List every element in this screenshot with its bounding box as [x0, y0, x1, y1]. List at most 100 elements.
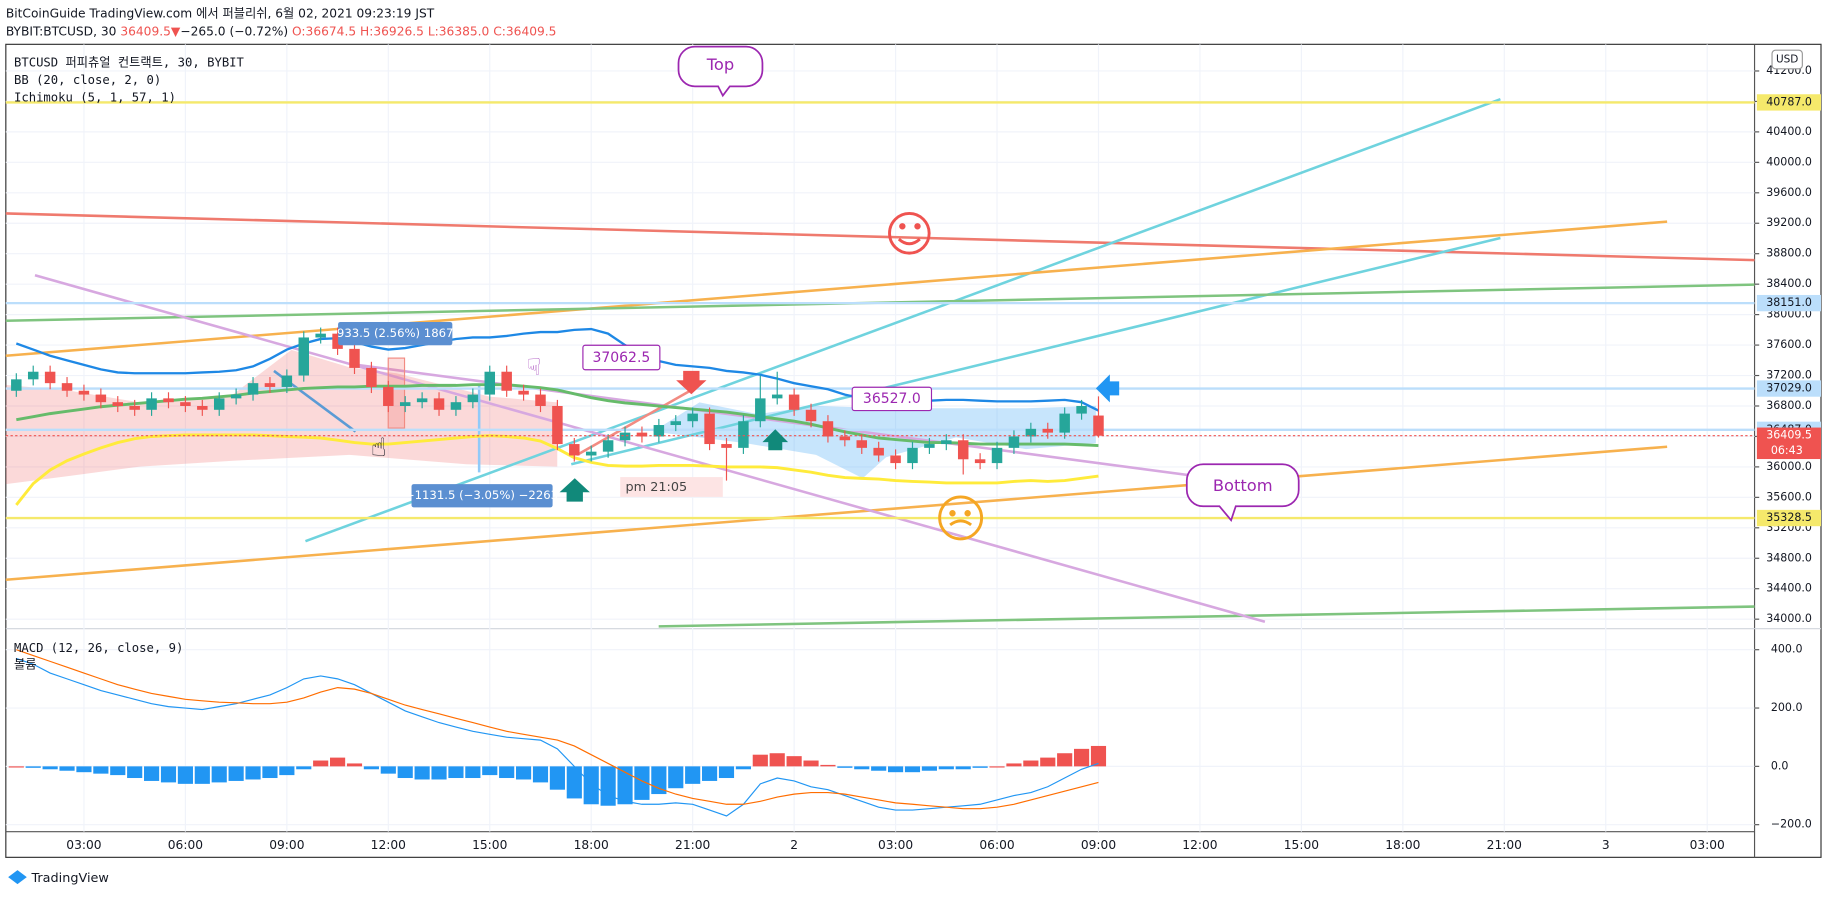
macd-histogram-bar — [262, 766, 278, 779]
x-tick-label: 18:00 — [574, 838, 609, 852]
candle-body — [213, 398, 225, 410]
y-tick-label: 39200.0 — [1766, 216, 1812, 229]
candle-body — [856, 440, 868, 448]
macd-histogram-bar — [76, 766, 92, 773]
candle-body — [518, 390, 529, 395]
arrow-left — [1095, 374, 1120, 403]
price-label: 40787.0 — [1766, 95, 1812, 108]
price-label: 38151.0 — [1766, 296, 1812, 309]
macd-histogram-bar — [617, 766, 633, 805]
y-tick-label: 37600.0 — [1766, 338, 1812, 351]
macd-histogram-bar — [465, 766, 481, 779]
candle-body — [44, 371, 56, 384]
candle-body — [349, 348, 360, 368]
macd-histogram-bar — [989, 766, 1005, 768]
candle-body — [197, 405, 208, 410]
candle-body — [27, 371, 39, 380]
candle-body — [670, 421, 682, 426]
macd-histogram-bar — [1040, 757, 1056, 767]
open: O:36674.5 — [292, 24, 356, 38]
candle-body — [1093, 415, 1104, 436]
cloud-bear — [5, 349, 558, 485]
macd-title: MACD (12, 26, close, 9) — [14, 641, 183, 655]
macd-histogram-bar — [1090, 745, 1107, 767]
candle-body — [873, 447, 884, 456]
macd-histogram-bar — [668, 766, 684, 789]
x-tick-label: 03:00 — [1690, 838, 1725, 852]
x-tick-label: 12:00 — [371, 838, 406, 852]
x-tick-label: 06:00 — [979, 838, 1014, 852]
candle-body — [264, 383, 276, 387]
trend-line — [5, 220, 1668, 358]
measure-label: 933.5 (2.56%) 1867 — [337, 326, 454, 340]
candle-body — [399, 402, 411, 406]
arrow-up — [762, 429, 789, 451]
candle-body — [433, 398, 445, 410]
macd-histogram-bar — [904, 766, 921, 773]
macd-histogram-bar — [397, 766, 413, 779]
price-label: 35328.5 — [1766, 511, 1812, 524]
trend-line — [658, 605, 1755, 628]
candle-body — [450, 402, 462, 410]
candle-body — [501, 371, 512, 391]
candle-body — [61, 383, 73, 391]
x-tick-label: 2 — [790, 838, 798, 852]
y-tick-label: 34800.0 — [1766, 551, 1812, 564]
y-tick-label: −200.0 — [1771, 818, 1812, 831]
candle-body — [822, 421, 834, 437]
x-tick-label: 09:00 — [269, 838, 304, 852]
candle-body — [924, 444, 935, 448]
macd-histogram-bar — [871, 766, 887, 771]
macd-histogram-bar — [1057, 753, 1073, 767]
macd-histogram-bar — [938, 766, 954, 770]
macd-histogram-bar — [972, 766, 988, 768]
macd-histogram-bar — [431, 766, 447, 780]
macd-histogram-bar — [177, 766, 193, 784]
macd-histogram-bar — [127, 766, 143, 779]
price-label-box — [1756, 380, 1822, 397]
candle-body — [991, 447, 1003, 464]
measure-label-box — [411, 484, 553, 508]
candle-body — [78, 390, 90, 395]
y-tick-label: 36000.0 — [1766, 460, 1812, 473]
candle-body — [315, 333, 326, 338]
macd-histogram-bar — [245, 766, 261, 780]
trend-line — [304, 97, 1501, 543]
candle-body — [247, 383, 259, 395]
signal-line — [16, 649, 1099, 810]
candle-body — [941, 440, 952, 445]
callout — [677, 45, 764, 98]
macd-histogram-bar — [93, 766, 109, 774]
candle-body — [788, 394, 800, 410]
macd-histogram-bar — [702, 766, 718, 781]
candle-body — [383, 386, 394, 406]
trend-line — [5, 445, 1668, 582]
macd-histogram-bar — [549, 766, 565, 790]
price-label-box — [1756, 94, 1822, 111]
macd-histogram-bar — [583, 766, 599, 805]
y-tick-label: 40400.0 — [1766, 125, 1812, 138]
x-tick-label: 21:00 — [675, 838, 710, 852]
price-label-box — [1756, 509, 1822, 527]
x-tick-label: 15:00 — [1284, 838, 1319, 852]
macd-histogram-bar — [1073, 748, 1090, 767]
pin-box — [582, 344, 661, 371]
candle-body — [366, 367, 377, 387]
candle-body — [535, 394, 546, 406]
macd-histogram-bar — [854, 766, 870, 770]
x-tick-label: 06:00 — [168, 838, 203, 852]
macd-histogram-bar — [921, 766, 937, 771]
trend-line — [570, 236, 1501, 466]
macd-histogram-bar — [516, 766, 532, 780]
currency: USD — [1776, 53, 1798, 65]
price-label-box — [1756, 294, 1822, 312]
pin-box — [851, 386, 933, 412]
macd-histogram-bar — [160, 766, 177, 783]
callout-top: Top — [706, 55, 735, 74]
macd-histogram-bar — [313, 760, 329, 767]
macd-histogram-bar — [42, 766, 58, 770]
candle-body — [957, 440, 969, 460]
candle-body — [602, 440, 614, 452]
candle-body — [974, 459, 986, 464]
